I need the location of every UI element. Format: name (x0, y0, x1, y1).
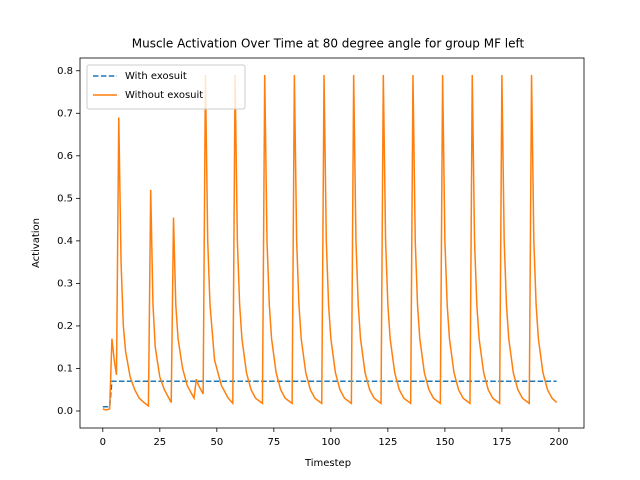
y-tick-label: 0.6 (57, 151, 73, 162)
y-tick-label: 0.3 (57, 278, 73, 289)
x-tick-label: 125 (378, 437, 397, 448)
y-tick-label: 0.7 (57, 108, 73, 119)
chart-title: Muscle Activation Over Time at 80 degree… (132, 37, 525, 51)
plot-frame (79, 57, 585, 429)
y-tick-label: 0.8 (57, 66, 73, 77)
legend-label: With exosuit (125, 71, 187, 82)
x-tick-label: 200 (549, 437, 568, 448)
x-tick-label: 150 (435, 437, 454, 448)
y-tick-label: 0.5 (57, 193, 73, 204)
legend-box (86, 64, 246, 110)
y-tick-label: 0.1 (57, 363, 73, 374)
data-line (102, 74, 558, 411)
y-tick-label: 0.0 (57, 406, 73, 417)
x-tick-label: 175 (492, 437, 511, 448)
x-axis-label: Timestep (304, 458, 351, 469)
x-tick-label: 75 (267, 437, 280, 448)
x-tick-label: 0 (100, 437, 106, 448)
y-axis-label: Activation (31, 218, 42, 268)
x-tick-label: 100 (321, 437, 340, 448)
legend-label: Without exosuit (125, 90, 203, 101)
y-tick-label: 0.4 (57, 236, 73, 247)
x-tick-label: 25 (153, 437, 166, 448)
x-tick-label: 50 (210, 437, 223, 448)
y-tick-label: 0.2 (57, 321, 73, 332)
